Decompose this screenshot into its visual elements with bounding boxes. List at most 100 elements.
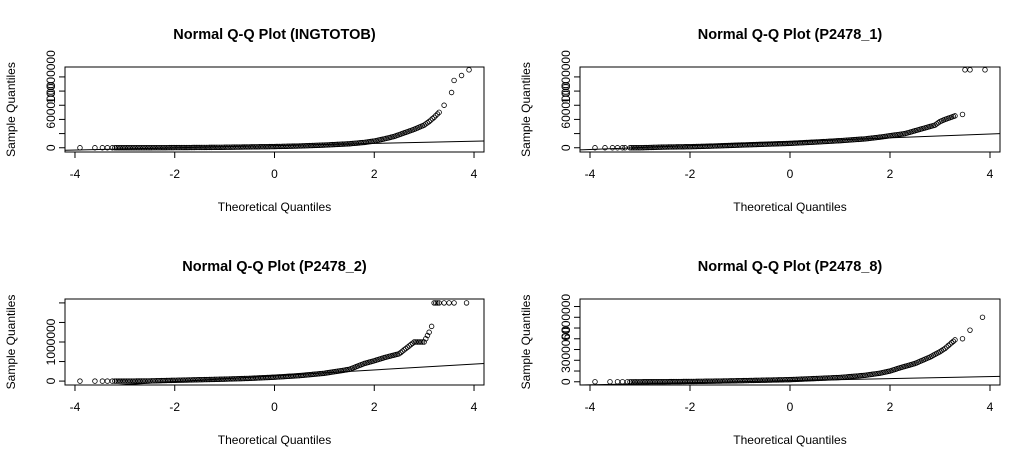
data-point — [942, 345, 948, 352]
data-point — [803, 139, 810, 146]
data-point — [334, 141, 341, 148]
data-point — [808, 139, 815, 145]
data-point — [778, 377, 785, 383]
data-point — [840, 137, 847, 144]
data-point — [344, 141, 351, 147]
chart-title: Normal Q-Q Plot (P2478_8) — [698, 259, 883, 275]
data-point — [723, 378, 730, 384]
data-point — [271, 374, 278, 380]
y-tick-label: 10000000 — [44, 50, 58, 104]
y-axis: 0 1000000 — [44, 302, 65, 384]
y-tick-label: 6000000 — [559, 294, 573, 341]
data-point — [765, 141, 772, 147]
data-point — [328, 142, 334, 148]
data-point — [850, 373, 857, 380]
data-point — [832, 138, 838, 144]
data-point — [835, 138, 842, 144]
data-point — [343, 141, 349, 147]
data-point — [823, 375, 830, 381]
data-point — [680, 378, 687, 385]
data-point — [660, 378, 667, 385]
data-point — [660, 144, 667, 150]
data-point — [855, 136, 862, 143]
data-point — [323, 142, 329, 148]
data-point — [326, 142, 333, 148]
data-point — [273, 374, 279, 380]
data-point — [428, 117, 434, 123]
data-point — [693, 143, 700, 150]
data-point — [979, 314, 986, 320]
y-axis-label: Sample Quantiles — [4, 62, 18, 157]
data-point — [406, 343, 412, 349]
data-point — [700, 143, 707, 150]
data-point — [697, 378, 703, 385]
data-point — [717, 378, 723, 384]
data-point — [823, 138, 830, 145]
data-point — [848, 373, 855, 380]
data-point — [688, 143, 695, 150]
data-point — [795, 376, 802, 382]
data-point — [775, 141, 782, 147]
data-point — [762, 141, 768, 147]
data-point — [409, 340, 416, 347]
data-point — [835, 374, 842, 381]
data-point — [698, 378, 705, 385]
data-point — [675, 144, 682, 150]
data-point — [341, 141, 348, 147]
data-point — [817, 375, 823, 382]
data-point — [658, 144, 665, 150]
data-point — [713, 378, 720, 384]
x-tick-label: 4 — [987, 400, 994, 414]
data-point — [740, 142, 747, 148]
x-tick-label: -4 — [585, 167, 596, 181]
data-point — [950, 338, 957, 344]
data-point — [790, 140, 797, 146]
data-point — [658, 378, 665, 385]
data-point — [752, 141, 758, 148]
data-point — [805, 139, 812, 146]
data-point — [353, 140, 359, 146]
data-point — [421, 339, 427, 345]
data-point — [665, 378, 672, 385]
data-point — [758, 141, 765, 148]
data-point — [614, 145, 621, 151]
data-point — [692, 378, 698, 385]
data-point — [441, 300, 447, 306]
data-point — [708, 378, 715, 384]
data-point — [690, 378, 697, 385]
data-point — [825, 375, 832, 381]
data-point — [775, 377, 782, 383]
data-point — [767, 141, 773, 147]
data-point — [832, 374, 838, 381]
data-point — [842, 374, 848, 380]
data-point — [822, 375, 828, 381]
data-point — [630, 145, 637, 151]
data-point — [635, 379, 642, 385]
data-point — [622, 145, 628, 151]
data-point — [640, 144, 647, 151]
data-point — [670, 378, 677, 385]
y-tick-label: 0 — [44, 377, 58, 384]
data-point — [283, 373, 289, 380]
data-point — [752, 377, 758, 384]
data-point — [358, 140, 364, 146]
data-point — [268, 374, 274, 381]
x-tick-label: 4 — [471, 167, 478, 181]
data-point — [692, 143, 698, 150]
data-point — [825, 138, 832, 145]
x-tick-label: 0 — [271, 167, 278, 181]
data-point — [640, 379, 647, 385]
data-point — [858, 372, 865, 379]
data-point — [802, 139, 808, 146]
data-point — [788, 376, 795, 383]
data-point — [662, 378, 668, 385]
data-point — [763, 141, 770, 147]
data-point — [842, 137, 848, 144]
data-point — [627, 379, 633, 385]
y-tick-label: 6000000 — [44, 82, 58, 129]
data-point — [967, 327, 973, 333]
data-point — [296, 372, 303, 379]
data-point — [434, 300, 441, 306]
data-point — [356, 140, 362, 146]
